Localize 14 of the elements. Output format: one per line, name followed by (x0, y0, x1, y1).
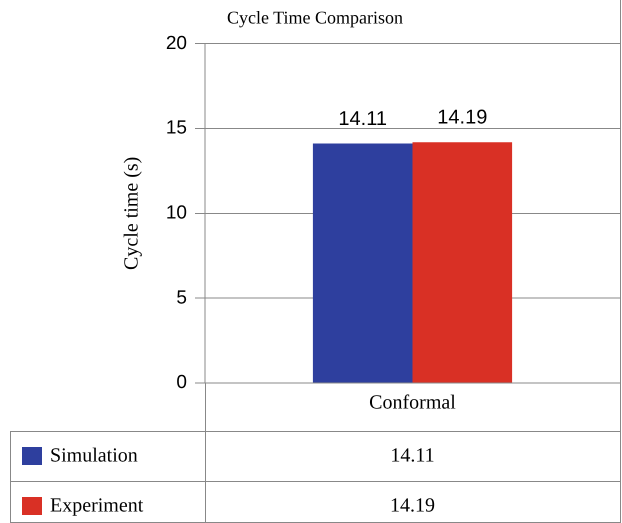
x-tick-label: Conformal (369, 391, 456, 414)
data-label: 14.11 (338, 108, 387, 130)
y-tick-label: 15 (166, 118, 187, 139)
data-label: 14.19 (437, 106, 488, 129)
legend-label: Simulation (50, 444, 138, 466)
y-axis-title: Cycle time (s) (120, 156, 142, 270)
text: 14.11 (390, 444, 435, 466)
text: 14.19 (390, 494, 435, 516)
y-tick-label: 5 (176, 287, 187, 308)
y-tick-label: 0 (176, 372, 187, 394)
chart-title: Cycle Time Comparison (226, 8, 404, 28)
legend-label: Experiment (50, 494, 144, 516)
y-tick-label: 10 (166, 202, 187, 224)
y-tick-label: 20 (166, 32, 187, 54)
